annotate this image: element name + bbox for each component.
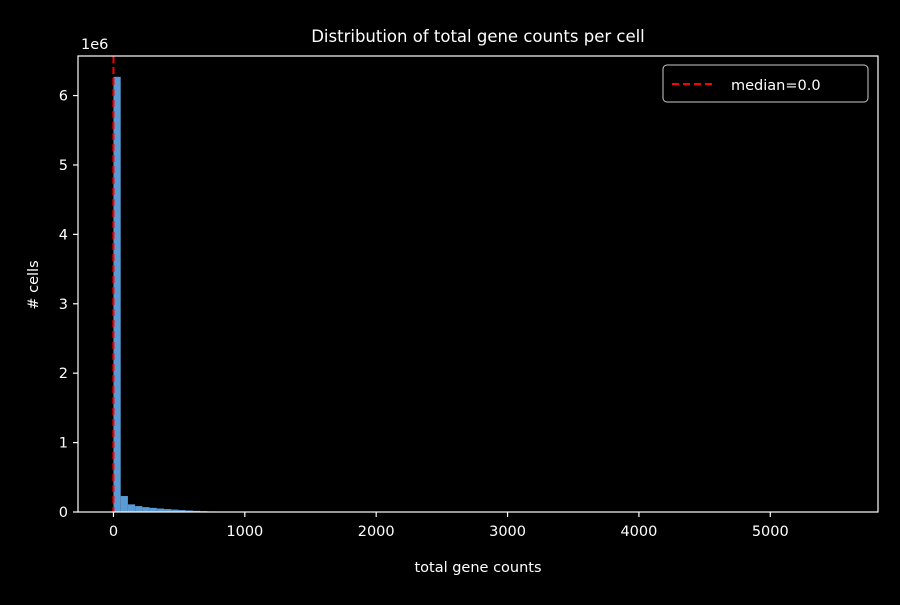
histogram-bar-0 — [113, 77, 120, 512]
x-tick-label-1: 1000 — [226, 524, 263, 540]
y-tick-label-1: 1 — [59, 436, 68, 452]
x-tick-label-3: 3000 — [489, 524, 526, 540]
y-tick-label-4: 4 — [59, 227, 68, 243]
plot-frame — [78, 56, 878, 512]
y-ticks-layer: 0 1 2 3 4 5 6 — [59, 89, 78, 521]
histogram-bar-1 — [121, 496, 128, 512]
y-tick-label-3: 3 — [59, 297, 68, 313]
x-tick-label-0: 0 — [109, 524, 118, 540]
histogram-bar-4 — [142, 507, 149, 512]
x-tick-label-2: 2000 — [358, 524, 395, 540]
x-axis-label: total gene counts — [414, 560, 541, 576]
histogram-bar-3 — [135, 506, 142, 512]
bars-layer — [113, 77, 250, 512]
y-offset-text: 1e6 — [81, 37, 108, 53]
y-tick-label-0: 0 — [59, 505, 68, 521]
histogram-bar-5 — [150, 508, 157, 512]
y-tick-label-2: 2 — [59, 366, 68, 382]
y-tick-label-6: 6 — [59, 89, 68, 105]
y-tick-label-5: 5 — [59, 158, 68, 174]
histogram-bar-2 — [128, 504, 135, 512]
x-ticks-layer: 0 1000 2000 3000 4000 5000 — [109, 512, 789, 540]
chart-title: Distribution of total gene counts per ce… — [311, 27, 645, 46]
legend: median=0.0 — [663, 65, 868, 102]
legend-median-label: median=0.0 — [731, 78, 821, 94]
y-axis-label: # cells — [26, 260, 42, 309]
x-tick-label-5: 5000 — [752, 524, 789, 540]
x-tick-label-4: 4000 — [620, 524, 657, 540]
